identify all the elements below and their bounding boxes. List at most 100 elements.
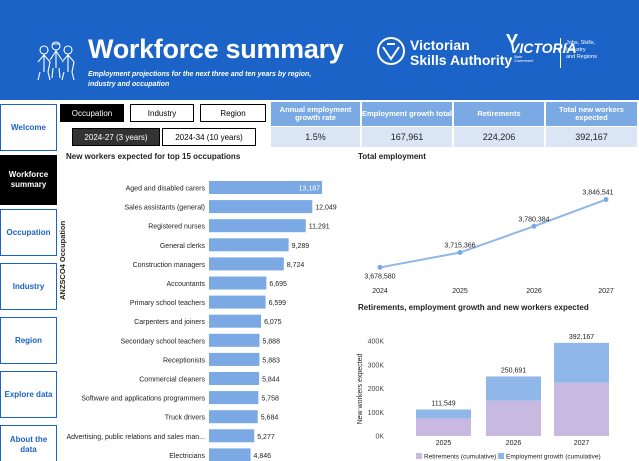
occupation-value-label: 9,289 bbox=[292, 243, 310, 250]
occupation-value-label: 6,695 bbox=[269, 281, 287, 288]
legend-employment-growth-swatch bbox=[498, 453, 504, 459]
victoria-logo-sub: State Government bbox=[514, 55, 533, 63]
year-tick-label: 2026 bbox=[526, 288, 542, 295]
period-2024-27-button[interactable]: 2024-27 (3 years) bbox=[72, 128, 160, 146]
occupation-value-label: 12,049 bbox=[315, 205, 337, 212]
victoria-logo-icon bbox=[506, 34, 518, 46]
occupation-bar bbox=[209, 181, 323, 194]
kpi-total-new-workers-label: Total new workers expected bbox=[546, 102, 637, 126]
occupation-label: Receptionists bbox=[163, 357, 206, 364]
y-tick-label: 400K bbox=[368, 339, 385, 346]
year-tick-label: 2025 bbox=[436, 440, 452, 447]
legend-retirements-swatch bbox=[416, 453, 422, 459]
sidebar-item-about-the-data[interactable]: About the data bbox=[0, 425, 57, 461]
occupation-label: Carpenters and joiners bbox=[134, 319, 205, 326]
vsa-logo-icon bbox=[377, 37, 405, 65]
sidebar-item-occupation[interactable]: Occupation bbox=[0, 209, 57, 256]
occupation-value-label: 6,599 bbox=[269, 300, 287, 307]
y-tick-label: 300K bbox=[368, 362, 385, 369]
sidebar-item-welcome[interactable]: Welcome bbox=[0, 104, 57, 151]
jobs-line2: Industry bbox=[566, 47, 586, 53]
occupation-value-label: 5,684 bbox=[261, 415, 279, 422]
kpi-employment-growth-label: Employment growth total bbox=[362, 102, 452, 126]
occupation-value-label: 5,888 bbox=[262, 338, 280, 345]
total-value-label: 250,691 bbox=[501, 367, 526, 374]
page-title: Workforce summary bbox=[88, 34, 344, 64]
occupation-value-label: 5,883 bbox=[262, 357, 280, 364]
occupation-label: Aged and disabled carers bbox=[126, 186, 206, 193]
kpi-growth-rate-label: Annual employment growth rate bbox=[271, 102, 360, 126]
employment-growth-bar bbox=[416, 409, 471, 419]
department-name: Jobs, Skills, Industry and Regions bbox=[566, 40, 597, 61]
occupation-value-label: 5,277 bbox=[257, 434, 275, 441]
total-value-label: 392,167 bbox=[569, 334, 594, 341]
period-2024-34-button[interactable]: 2024-34 (10 years) bbox=[162, 128, 256, 146]
y-tick-label: 0K bbox=[375, 434, 384, 441]
total-value-label: 111,549 bbox=[431, 401, 455, 408]
occupation-value-label: 5,844 bbox=[262, 377, 280, 384]
occupation-bar bbox=[209, 448, 251, 461]
occupation-bar bbox=[209, 391, 259, 405]
legend-employment-growth-label: Employment growth (cumulative) bbox=[506, 454, 601, 461]
sidebar-item-region[interactable]: Region bbox=[0, 317, 57, 364]
occupation-bar bbox=[209, 295, 266, 309]
page-subtitle: Employment projections for the next thre… bbox=[88, 71, 312, 88]
sidebar-item-workforce-summary[interactable]: Workforce summary bbox=[0, 155, 57, 205]
employment-growth-bar bbox=[554, 342, 609, 383]
occupation-bar bbox=[209, 410, 258, 424]
occupation-value-label: 6,075 bbox=[264, 319, 282, 326]
occupation-label: Registered nurses bbox=[148, 224, 205, 231]
vsa-logo-text: Victorian Skills Authority bbox=[410, 38, 512, 68]
occupation-bar bbox=[209, 352, 260, 366]
sidebar-item-industry[interactable]: Industry bbox=[0, 263, 57, 310]
occupation-label: Electricians bbox=[169, 453, 205, 460]
jobs-line1: Jobs, Skills, bbox=[566, 40, 596, 46]
kpi-total-new-workers-value: 392,167 bbox=[546, 127, 637, 147]
occupation-bar bbox=[209, 257, 284, 271]
employment-value-label: 3,846,541 bbox=[582, 190, 613, 197]
employment-value-label: 3,678,580 bbox=[364, 273, 395, 280]
new-workers-ylabel: New workers expected bbox=[357, 353, 364, 424]
employment-point bbox=[457, 250, 463, 256]
occupation-bar bbox=[209, 276, 267, 290]
employment-point bbox=[531, 223, 537, 229]
employment-point bbox=[603, 197, 609, 203]
occupation-label: Construction managers bbox=[133, 262, 206, 269]
tab-industry[interactable]: Industry bbox=[130, 104, 194, 122]
occupation-value-label: 4,846 bbox=[254, 453, 272, 460]
occupation-label: Sales assistants (general) bbox=[124, 205, 205, 212]
occupations-bar-chart: Aged and disabled carers 13,187 Sales assi… bbox=[66, 181, 337, 461]
year-tick-label: 2024 bbox=[372, 288, 388, 295]
employment-value-label: 3,715,366 bbox=[444, 243, 475, 250]
new-workers-stacked-chart: New workers expected 0K 100K 200K 300K 400K 11… bbox=[357, 334, 609, 461]
tab-region[interactable]: Region bbox=[200, 104, 266, 122]
kpi-growth-rate-value: 1.5% bbox=[271, 127, 360, 147]
retirements-bar bbox=[416, 418, 471, 436]
occupation-label: Secondary school teachers bbox=[121, 338, 206, 345]
occupations-chart-title: New workers expected for top 15 occupati… bbox=[66, 152, 241, 161]
occupation-value-label: 13,187 bbox=[299, 186, 321, 193]
year-tick-label: 2027 bbox=[574, 440, 590, 447]
year-tick-label: 2027 bbox=[598, 288, 614, 295]
y-tick-label: 200K bbox=[368, 386, 385, 393]
occupation-label: Commercial cleaners bbox=[139, 377, 205, 384]
sidebar-item-explore-data[interactable]: Explore data bbox=[0, 371, 57, 418]
occupation-value-label: 11,291 bbox=[309, 224, 330, 231]
occupation-label: Primary school teachers bbox=[130, 300, 206, 307]
vic-sub-line2: Government bbox=[514, 59, 534, 63]
header-banner: Workforce summary Employment projections… bbox=[0, 0, 639, 100]
y-tick-label: 100K bbox=[368, 410, 385, 417]
tab-occupation[interactable]: Occupation bbox=[60, 104, 124, 122]
occupation-value-label: 8,724 bbox=[287, 262, 305, 269]
occupation-label: Advertising, public relations and sales … bbox=[66, 434, 205, 441]
kpi-retirements-label: Retirements bbox=[454, 102, 544, 126]
occupation-bar bbox=[209, 219, 306, 233]
legend-retirements-label: Retirements (cumulative) bbox=[424, 454, 496, 461]
occupation-bar bbox=[209, 314, 262, 328]
employment-line bbox=[379, 198, 607, 269]
year-tick-label: 2026 bbox=[506, 440, 522, 447]
victoria-logo-text: VICTORIA bbox=[510, 40, 577, 56]
kpi-retirements-value: 224,206 bbox=[454, 127, 544, 147]
total-employment-chart-title: Total employment bbox=[358, 152, 426, 161]
year-tick-label: 2025 bbox=[452, 288, 468, 295]
